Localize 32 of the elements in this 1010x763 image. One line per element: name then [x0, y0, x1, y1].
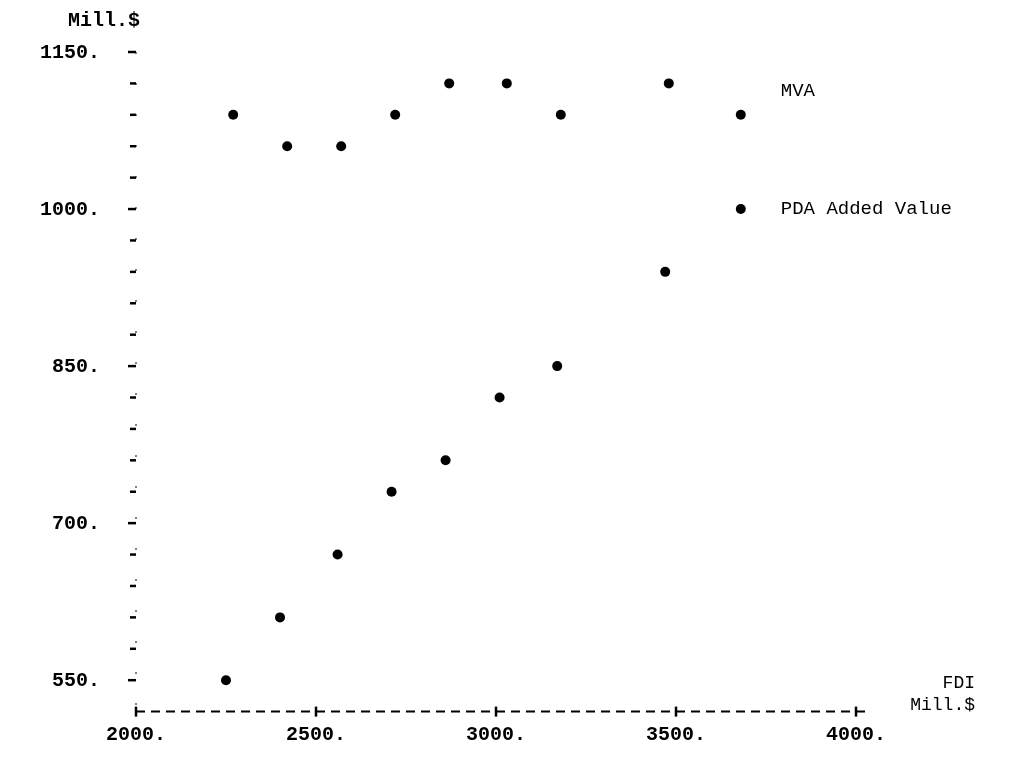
point: [555, 109, 566, 120]
point: [663, 78, 674, 89]
y-axis-title: Mill.$: [68, 8, 141, 32]
point: [444, 78, 455, 89]
series-label: MVA: [780, 79, 816, 102]
y-tick-label: 1000.: [39, 197, 100, 221]
point: [336, 141, 347, 152]
point: [440, 455, 451, 466]
x-tick-label: 2000.: [105, 723, 167, 747]
x-tick-label: 3000.: [465, 723, 527, 747]
point: [332, 549, 343, 560]
point: [735, 109, 746, 120]
point: [735, 204, 746, 215]
series-label: PDA Added Value: [780, 198, 952, 221]
point: [386, 486, 397, 497]
y-tick-label: 1150.: [39, 40, 100, 64]
point: [660, 266, 671, 277]
point: [390, 109, 401, 120]
point: [501, 78, 512, 89]
y-tick-label: 700.: [51, 511, 100, 535]
point: [282, 141, 293, 152]
x-tick-label: 4000.: [825, 723, 887, 747]
y-tick-label: 850.: [51, 354, 100, 378]
point: [228, 109, 239, 120]
x-axis-title: FDI Mill.$: [910, 672, 976, 715]
point: [552, 361, 563, 372]
point: [494, 392, 505, 403]
point: [221, 675, 231, 686]
x-tick-label: 2500.: [285, 723, 347, 747]
point: [275, 612, 285, 623]
x-tick-label: 3500.: [645, 723, 707, 747]
y-tick-label: 550.: [51, 668, 100, 692]
